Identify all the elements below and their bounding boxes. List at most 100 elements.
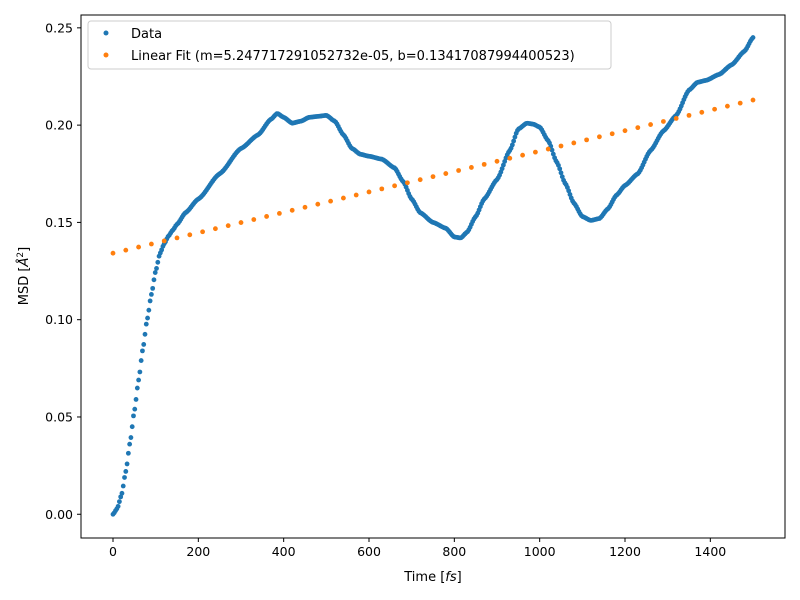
fit-point [481,161,487,167]
legend-label-data: Data [131,27,162,42]
fit-point [712,106,717,112]
data-point [142,331,148,337]
data-point [509,142,515,148]
y-axis-label-unit: Å [16,258,32,268]
data-point [125,450,131,456]
fit-point [673,116,679,121]
fit-point [123,247,129,253]
data-point [128,435,134,440]
fit-point [149,241,154,247]
x-tick-label: 1400 [694,544,726,559]
data-point [134,385,140,391]
fit-point [379,186,385,192]
fit-point [315,201,321,207]
legend-marker-linear-fit [103,52,109,58]
data-point [499,166,505,172]
y-tick-label: 0.10 [45,312,73,327]
data-point [143,321,149,327]
fit-point [533,149,538,155]
y-axis-label: MSD [Å2] [16,247,32,305]
data-point [140,348,145,354]
fit-point [571,140,577,146]
x-tick-label: 0 [109,544,117,559]
data-point [123,469,129,474]
fit-point [430,174,436,180]
data-point [115,503,121,509]
fit-point [225,223,231,229]
data-point [136,377,142,383]
legend-marker-data [103,30,109,36]
x-axis-label-prefix: Time [ [403,570,445,585]
fit-point [609,131,615,137]
x-tick-label: 400 [272,544,296,559]
fit-point [174,235,180,241]
y-axis-label-suffix: ] [17,247,32,252]
y-axis-label-exponent: 2 [16,252,26,258]
fit-point [648,122,653,127]
x-tick-label: 1200 [609,544,641,559]
fit-point [520,152,525,158]
data-point [132,406,138,412]
fit-point [686,112,692,118]
fit-point [507,155,513,161]
data-point [124,461,130,467]
data-point [137,369,143,375]
data-point [750,35,756,40]
data-point [566,188,572,194]
data-point [146,307,152,313]
data-point [120,483,126,489]
x-tick-label: 600 [357,544,381,559]
y-tick-label: 0.00 [45,507,73,522]
x-axis-label: Time [fs] [403,570,461,585]
x-tick-label: 1000 [524,544,556,559]
data-point [117,499,122,505]
fit-point [725,103,730,109]
data-point [152,270,158,275]
legend: Data Linear Fit (m=5.247717291052732e-05… [87,20,612,70]
data-point [141,342,147,347]
fit-point [392,183,397,189]
data-point [145,315,150,321]
fit-point [328,198,333,204]
y-tick-label: 0.05 [45,409,73,424]
x-ticks: 0 200 400 600 800 1000 1200 1400 [109,538,726,559]
data-point [138,358,144,363]
data-point [154,265,159,271]
x-tick-label: 200 [186,544,210,559]
fit-point [277,210,282,216]
legend-label-linear-fit: Linear Fit (m=5.247717291052732e-05, b=0… [131,49,575,64]
fit-point [251,217,257,222]
data-point [119,490,125,496]
fit-point [635,125,641,131]
data-point [133,397,139,402]
fit-point [545,146,551,152]
fit-point [366,189,372,195]
fit-point [622,128,628,134]
fit-point [494,158,500,164]
data-point [127,441,133,447]
y-tick-label: 0.20 [45,118,73,133]
data-point [512,134,518,140]
x-tick-label: 800 [442,544,466,559]
data-point [558,170,564,176]
y-tick-label: 0.15 [45,215,73,230]
data-point [511,138,517,144]
x-axis-label-unit: fs [445,570,457,585]
data-point [131,413,136,419]
fit-point [341,195,346,201]
fit-point [584,137,589,143]
fit-point [443,171,449,176]
x-axis-label-suffix: ] [457,570,462,585]
data-point [129,424,135,430]
data-point [151,277,157,283]
y-ticks: 0.00 0.05 0.10 0.15 0.20 0.25 [45,20,81,522]
data-point [155,259,161,265]
fit-point [353,192,359,198]
fit-point [699,109,705,115]
fit-point [289,207,295,213]
fit-point [456,168,461,173]
y-axis-label-prefix: MSD [ [17,267,32,306]
fit-point [238,220,244,225]
fit-point [417,177,423,183]
